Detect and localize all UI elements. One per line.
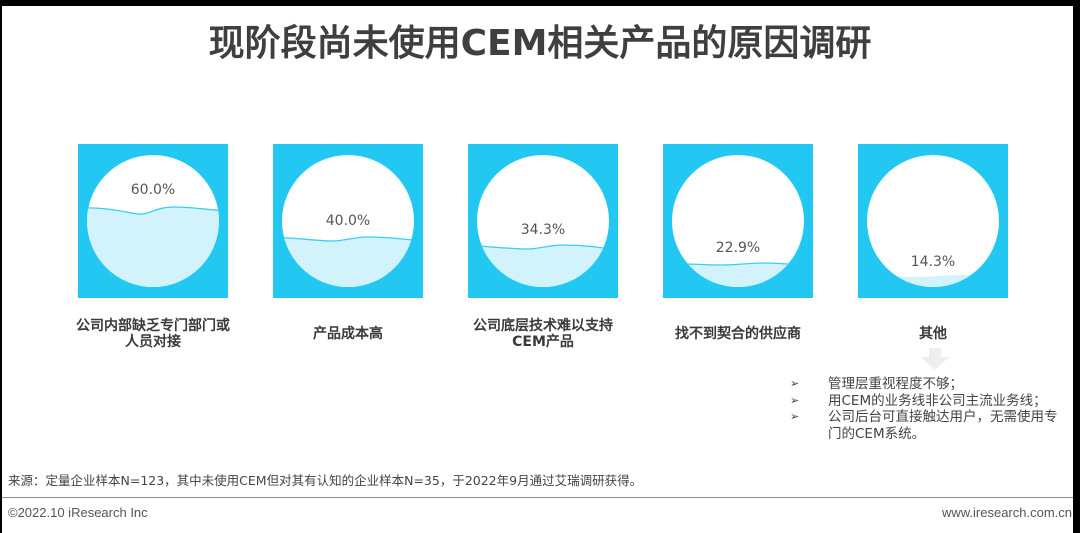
percentage-value: 14.3% [910,254,956,270]
liquid-fill-graphic [282,155,414,287]
liquid-fill-graphic [87,155,219,287]
label-line: 找不到契合的供应商 [675,326,801,342]
list-item-text: 公司后台可直接触达用户，无需使用专门的CEM系统。 [828,409,1058,442]
footer-divider [2,497,1073,498]
list-item: ➢ 公司后台可直接触达用户，无需使用专门的CEM系统。 [790,409,1080,442]
liquid-fill-graphic [477,155,609,287]
other-reasons-list: ➢ 管理层重视程度不够； ➢ 用CEM的业务线非公司主流业务线； ➢ 公司后台可… [790,376,1080,442]
category-label-2: 产品成本高 [253,326,443,342]
percentage-value: 22.9% [715,240,761,256]
liquid-gauge-2: 40.0% [273,144,423,298]
website-link[interactable]: www.iresearch.com.cn [941,505,1072,520]
source-note: 来源：定量企业样本N=123，其中未使用CEM但对其有认知的企业样本N=35，于… [8,473,643,488]
list-item: ➢ 管理层重视程度不够； [790,376,1080,393]
liquid-gauge-4: 22.9% [663,144,813,298]
percentage-value: 60.0% [130,182,176,198]
copyright: ©2022.10 iResearch Inc [8,505,148,520]
label-line: 其他 [919,326,947,342]
list-item-text: 用CEM的业务线非公司主流业务线； [828,392,1047,409]
page-title: 现阶段尚未使用CEM相关产品的原因调研 [208,23,872,64]
liquid-fill-graphic [867,155,999,287]
liquid-gauge-1: 60.0% [78,144,228,298]
list-item-text: 管理层重视程度不够； [828,376,963,392]
list-item: ➢ 用CEM的业务线非公司主流业务线； [790,393,1080,410]
down-arrow-icon [921,348,949,370]
liquid-gauge-5: 14.3% [858,144,1008,298]
label-line: 公司内部缺乏专门部门或 [76,318,230,334]
arrow-bullet-icon: ➢ [790,410,800,423]
category-label-1: 公司内部缺乏专门部门或 人员对接 [58,318,248,350]
percentage-value: 40.0% [325,213,371,229]
liquid-gauge-3: 34.3% [468,144,618,298]
arrow-bullet-icon: ➢ [790,393,800,407]
label-line: 产品成本高 [313,326,383,342]
liquid-fill-graphic [672,155,804,287]
category-label-4: 找不到契合的供应商 [643,326,833,342]
category-label-5: 其他 [838,326,1028,342]
label-line: 公司底层技术难以支持 [473,318,613,334]
label-line: CEM产品 [512,334,574,350]
label-line: 人员对接 [125,334,181,350]
arrow-bullet-icon: ➢ [790,377,800,390]
percentage-value: 34.3% [520,222,566,238]
category-label-3: 公司底层技术难以支持 CEM产品 [448,318,638,350]
